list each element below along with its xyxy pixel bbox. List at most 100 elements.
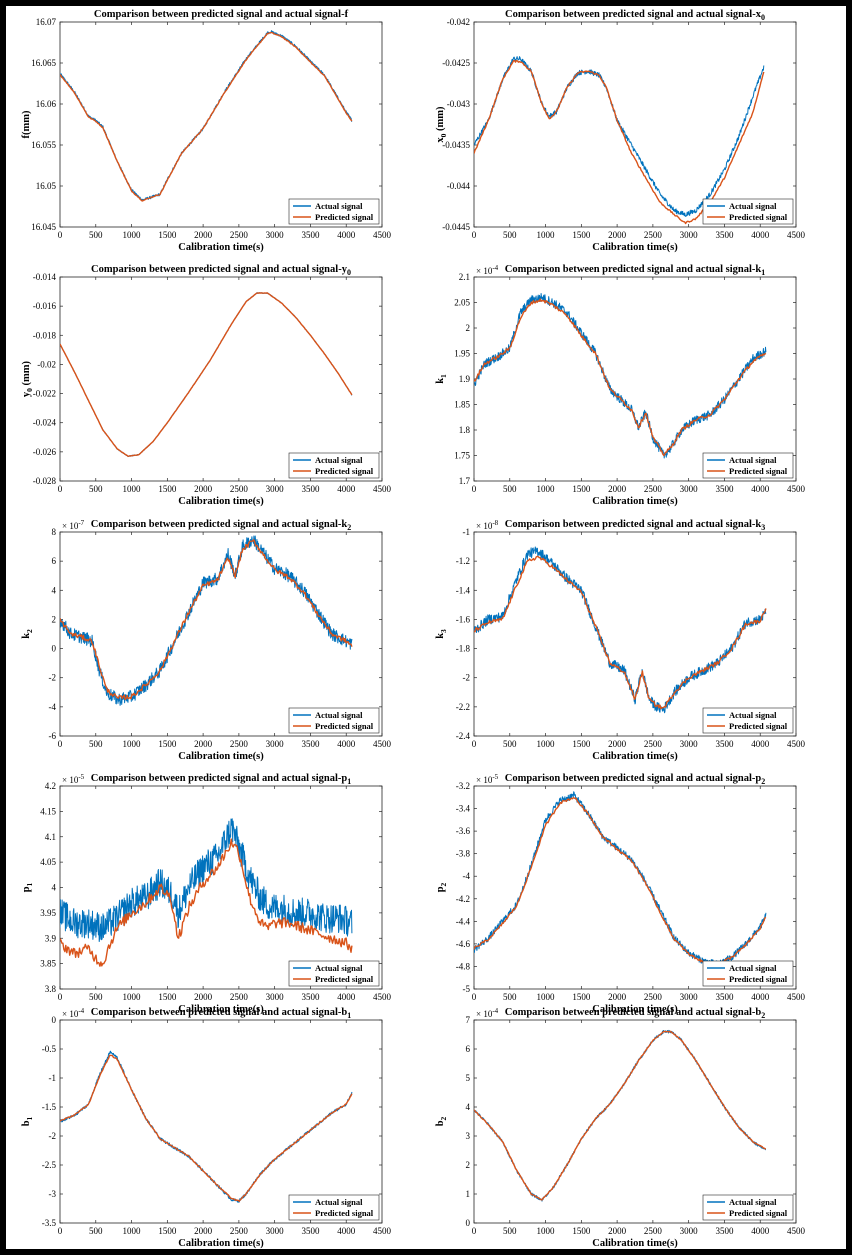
- chart-title: Comparison between predicted signal and …: [505, 519, 766, 532]
- legend-box: [702, 198, 794, 225]
- y-exponent-label: × 10-4: [476, 1007, 499, 1019]
- y-tick-label: 4.1: [45, 832, 56, 842]
- x-axis-label: Calibration time(s): [178, 242, 264, 253]
- x-tick-label: 4500: [373, 484, 392, 494]
- legend-label-actual: Actual signal: [315, 963, 363, 973]
- y-tick-label: 16.07: [36, 17, 57, 27]
- y-tick-label: -3.5: [42, 1218, 57, 1228]
- chart-3: 0 500 1000 1500 2000 2500 3000 3500 4000 4500 -0.0…: [21, 264, 392, 507]
- x-tick-label: 3500: [301, 739, 320, 749]
- y-tick-label: 3.8: [45, 984, 57, 994]
- y-tick-label: -3: [49, 1189, 57, 1199]
- x-tick-label: 1000: [537, 484, 556, 494]
- y-tick-label: 0: [466, 1218, 471, 1228]
- x-tick-label: 3000: [680, 1226, 699, 1236]
- y-exponent-label: × 10-5: [476, 773, 499, 785]
- x-tick-label: 0: [472, 1226, 477, 1236]
- x-tick-label: 500: [89, 992, 103, 1002]
- legend-box: [288, 960, 380, 987]
- y-tick-label: 0: [52, 1015, 57, 1025]
- legend-label-actual: Actual signal: [315, 710, 363, 720]
- y-tick-label: 4: [466, 1102, 471, 1112]
- y-tick-label: -2.5: [42, 1160, 57, 1170]
- x-tick-label: 3000: [266, 484, 285, 494]
- legend-box: [288, 1194, 380, 1221]
- legend-label-actual: Actual signal: [729, 201, 777, 211]
- figure-panel: 0 500 1000 1500 2000 2500 3000 3500 4000 4500 16.0…: [6, 6, 846, 1249]
- x-tick-label: 4000: [751, 484, 770, 494]
- y-tick-label: 4.2: [45, 781, 56, 791]
- x-tick-label: 4000: [751, 1226, 770, 1236]
- y-axis-label: k1: [435, 374, 448, 384]
- predicted-signal-line: [60, 292, 353, 457]
- y-tick-label: 16.045: [31, 222, 56, 232]
- x-axis-label: Calibration time(s): [592, 496, 678, 507]
- x-axis-label: Calibration time(s): [592, 242, 678, 253]
- chart-title: Comparison between predicted signal and …: [505, 773, 766, 786]
- y-tick-label: -3.8: [456, 849, 471, 859]
- x-tick-label: 0: [472, 739, 477, 749]
- predicted-signal-line: [60, 539, 353, 701]
- x-tick-label: 2500: [644, 484, 663, 494]
- x-tick-label: 2500: [230, 230, 249, 240]
- y-tick-label: 6: [52, 556, 57, 566]
- y-tick-label: 2.05: [454, 298, 470, 308]
- x-tick-label: 500: [89, 1226, 103, 1236]
- chart-9: 0 500 1000 1500 2000 2500 3000 3500 4000 4500 -3.5…: [21, 1007, 392, 1249]
- x-tick-label: 4000: [337, 739, 356, 749]
- x-tick-label: 1500: [572, 992, 591, 1002]
- y-axis-label: x0 (mm): [435, 106, 448, 143]
- x-tick-label: 4500: [373, 992, 392, 1002]
- chart-title: Comparison between predicted signal and …: [91, 264, 351, 277]
- chart-10: 0 500 1000 1500 2000 2500 3000 3500 4000 4500 0 1 2 3…: [435, 1007, 806, 1249]
- legend-label-predicted: Predicted signal: [729, 974, 788, 984]
- y-tick-label: -1: [49, 1073, 57, 1083]
- x-tick-label: 1000: [537, 739, 556, 749]
- legend-label-predicted: Predicted signal: [315, 466, 374, 476]
- legend-label-actual: Actual signal: [729, 963, 777, 973]
- y-axis-label: p1: [21, 882, 34, 892]
- x-tick-label: 3000: [680, 230, 699, 240]
- y-tick-label: 1.75: [454, 451, 470, 461]
- y-tick-label: -0.043: [447, 99, 471, 109]
- x-tick-label: 3000: [680, 992, 699, 1002]
- x-tick-label: 0: [58, 484, 63, 494]
- x-tick-label: 1500: [158, 739, 177, 749]
- y-axis-label: k2: [21, 629, 34, 639]
- y-tick-label: -4: [49, 702, 57, 712]
- legend-box: [702, 707, 794, 734]
- y-tick-label: -4.2: [456, 894, 470, 904]
- x-tick-label: 2500: [644, 992, 663, 1002]
- x-tick-label: 500: [503, 484, 517, 494]
- x-tick-label: 0: [58, 739, 63, 749]
- actual-signal-line: [60, 535, 353, 706]
- x-tick-label: 4000: [751, 992, 770, 1002]
- legend-box: [702, 452, 794, 479]
- y-tick-label: -1.2: [456, 556, 470, 566]
- y-tick-label: 1.8: [459, 425, 471, 435]
- y-tick-label: 8: [52, 527, 57, 537]
- y-tick-label: -1.6: [456, 614, 471, 624]
- x-tick-label: 1500: [572, 1226, 591, 1236]
- y-tick-label: -0.0435: [442, 140, 470, 150]
- y-tick-label: -3.2: [456, 781, 470, 791]
- legend-label-actual: Actual signal: [315, 201, 363, 211]
- y-tick-label: 3.9: [45, 933, 57, 943]
- x-tick-label: 2500: [230, 484, 249, 494]
- x-tick-label: 4500: [787, 230, 806, 240]
- plot-area: [59, 1019, 383, 1224]
- predicted-signal-line: [60, 1054, 353, 1203]
- y-tick-label: 0: [52, 644, 57, 654]
- y-tick-label: 2: [466, 1160, 471, 1170]
- y-tick-label: -5: [463, 984, 471, 994]
- x-tick-label: 2500: [230, 992, 249, 1002]
- x-tick-label: 2500: [644, 230, 663, 240]
- chart-2: 0 500 1000 1500 2000 2500 3000 3500 4000 4500 -0.0…: [435, 9, 806, 253]
- y-exponent-label: × 10-4: [476, 264, 499, 276]
- x-tick-label: 500: [503, 230, 517, 240]
